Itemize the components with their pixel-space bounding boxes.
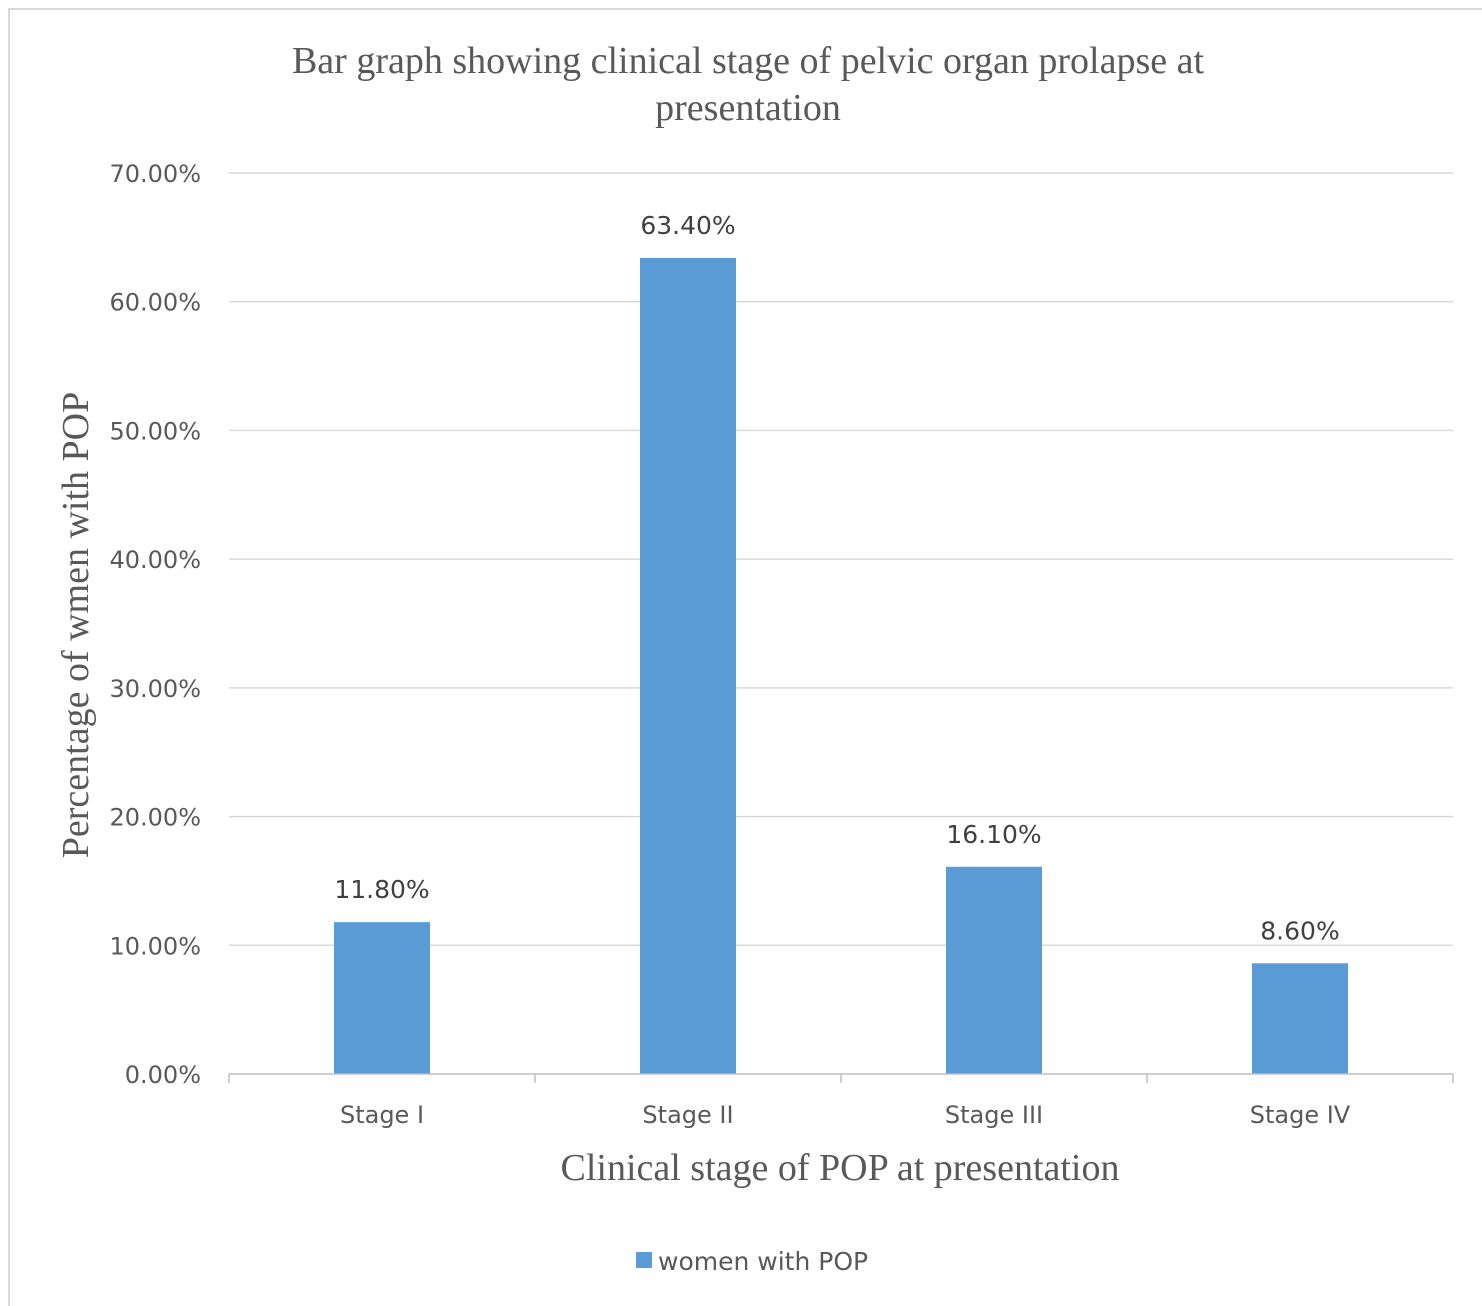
- x-tick-label: Stage I: [340, 1101, 424, 1129]
- bar: [640, 257, 736, 1074]
- bars: [334, 257, 1348, 1074]
- y-tick-label: 40.00%: [109, 546, 201, 574]
- data-label: 16.10%: [946, 820, 1041, 849]
- y-tick-label: 0.00%: [125, 1061, 201, 1089]
- x-axis: [228, 1073, 1454, 1083]
- bar: [1252, 963, 1348, 1074]
- y-tick-label: 70.00%: [109, 160, 201, 188]
- legend: women with POP: [636, 1247, 868, 1276]
- y-tick-label: 10.00%: [109, 932, 201, 960]
- y-axis-title: Percentage of wmen with POP: [55, 392, 97, 858]
- legend-swatch: [636, 1252, 652, 1268]
- x-tick-label: Stage II: [642, 1101, 733, 1129]
- y-tick-label: 20.00%: [109, 804, 201, 832]
- chart-title-line-1: Bar graph showing clinical stage of pelv…: [292, 40, 1205, 82]
- chart-title-line-2: presentation: [655, 87, 841, 129]
- data-label: 11.80%: [334, 875, 429, 904]
- gridlines: [229, 172, 1453, 947]
- x-axis-title: Clinical stage of POP at presentation: [561, 1147, 1120, 1189]
- y-tick-label: 50.00%: [109, 417, 201, 445]
- chart-frame: [8, 8, 1482, 1306]
- bar: [946, 866, 1042, 1074]
- legend-label: women with POP: [658, 1247, 868, 1276]
- y-tick-label: 30.00%: [109, 675, 201, 703]
- y-tick-label: 60.00%: [109, 289, 201, 317]
- data-labels: 11.80% 63.40% 16.10% 8.60%: [334, 211, 1339, 945]
- y-axis-ticks: 0.00% 10.00% 20.00% 30.00% 40.00% 50.00% 60.00…: [109, 160, 201, 1089]
- x-tick-label: Stage IV: [1250, 1101, 1351, 1129]
- data-label: 63.40%: [640, 211, 735, 240]
- data-label: 8.60%: [1260, 916, 1339, 945]
- x-axis-categories: Stage I Stage II Stage III Stage IV: [340, 1101, 1351, 1129]
- bar: [334, 922, 430, 1074]
- x-tick-label: Stage III: [945, 1101, 1043, 1129]
